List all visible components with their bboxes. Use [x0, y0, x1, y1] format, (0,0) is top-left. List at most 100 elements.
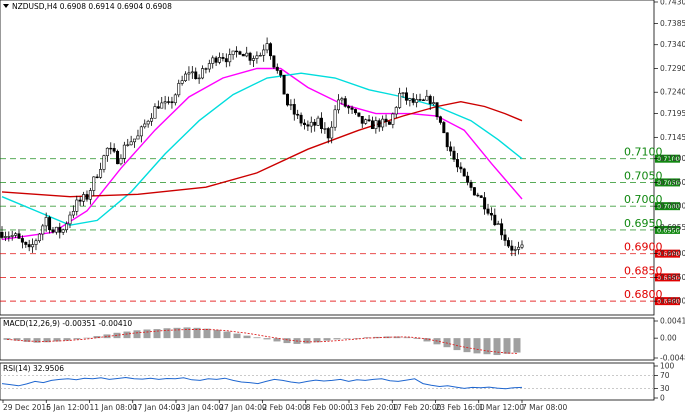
candle-body	[435, 102, 439, 118]
candle-body	[269, 43, 272, 57]
candle-body	[466, 175, 470, 183]
candle-body	[82, 194, 86, 202]
price-axis: 0.7430 0.7385 0.7340 0.7290 0.7240 0.7195 0.71…	[654, 0, 685, 306]
candle-body	[517, 246, 521, 250]
candle-body	[187, 72, 191, 75]
candle-body	[432, 102, 436, 105]
candle-body	[204, 68, 208, 70]
candle-body	[126, 144, 130, 146]
candle-body	[136, 135, 140, 140]
macd-bar	[263, 338, 271, 340]
candle-body	[156, 106, 160, 109]
candle-body	[92, 176, 96, 191]
candle-body	[139, 126, 143, 137]
x-tick-label: 8 Feb 00:00	[306, 403, 351, 412]
moving-average-line	[1, 67, 523, 241]
candle-body	[65, 223, 69, 231]
macd-tick-label: 0.00	[660, 334, 677, 343]
candle-body	[469, 182, 473, 188]
candle-body	[194, 71, 198, 80]
rsi-line-layer	[0, 375, 654, 390]
macd-bar	[13, 338, 21, 341]
candle-body	[197, 77, 201, 80]
candle-body	[10, 235, 14, 237]
candle-body	[37, 233, 41, 242]
x-tick-label: 7 Mar 08:00	[522, 403, 568, 412]
candle-body	[374, 120, 378, 129]
macd-title: MACD(12,26,9) -0.00351 -0.00410	[3, 319, 132, 328]
x-tick-label: 5 Jan 12:00	[46, 403, 89, 412]
candle-body	[500, 223, 504, 236]
y-tick-label: 0.7430	[660, 0, 685, 7]
candle-body	[347, 106, 351, 109]
candle-body	[112, 148, 116, 152]
menu-triangle-icon[interactable]	[3, 4, 9, 8]
level-label: 0.6800	[624, 288, 663, 301]
candles-layer	[0, 37, 524, 257]
candle-body	[364, 119, 368, 124]
candle-body	[3, 236, 7, 238]
candle-body	[31, 244, 35, 248]
candle-body	[503, 234, 507, 241]
candle-body	[190, 71, 194, 74]
level-label: 0.6900	[624, 241, 663, 254]
macd-bar	[93, 336, 101, 339]
candle-body	[336, 99, 340, 111]
rsi-tick-label: 70	[660, 371, 670, 380]
candle-body	[449, 146, 453, 152]
macd-bar	[53, 338, 61, 342]
candle-body	[265, 43, 269, 51]
candle-body	[421, 99, 425, 101]
candle-body	[99, 169, 103, 178]
candle-body	[489, 213, 493, 216]
x-tick-label: 17 Jan 04:00	[133, 403, 181, 412]
candle-body	[51, 229, 55, 233]
y-tick-label: 0.7340	[660, 40, 685, 49]
candle-body	[360, 116, 364, 124]
level-tag	[655, 273, 680, 282]
macd-bar	[183, 327, 191, 339]
candle-body	[262, 49, 266, 56]
level-label: 0.6950	[624, 217, 663, 230]
macd-bar	[243, 335, 251, 339]
macd-bar	[273, 338, 281, 342]
candle-body	[391, 113, 395, 125]
macd-bar	[143, 329, 151, 339]
candle-body	[228, 54, 232, 63]
candle-body	[275, 66, 279, 71]
candle-body	[350, 107, 354, 110]
candle-body	[445, 132, 449, 148]
moving-average-line	[1, 100, 523, 198]
candle-body	[462, 168, 466, 177]
candle-body	[401, 92, 405, 94]
macd-bar	[423, 338, 431, 342]
candle-body	[496, 223, 500, 226]
macd-bar	[513, 338, 521, 353]
candle-body	[319, 117, 323, 129]
candle-body	[408, 98, 412, 101]
candle-body	[221, 57, 225, 59]
candle-body	[214, 57, 218, 63]
macd-bar	[193, 327, 201, 339]
candle-body	[170, 101, 174, 104]
candle-body	[231, 50, 235, 55]
y-tick-label: 0.7100	[660, 154, 685, 163]
candle-body	[150, 117, 154, 122]
candle-body	[381, 118, 385, 128]
candle-body	[479, 195, 483, 198]
rsi-line	[1, 376, 523, 390]
candle-body	[133, 138, 137, 143]
candle-body	[109, 147, 113, 150]
candle-body	[483, 197, 487, 210]
macd-bar	[163, 328, 171, 339]
candle-body	[58, 226, 62, 233]
level-tag-text: 0.6800	[657, 298, 680, 306]
level-tag	[655, 225, 680, 234]
macd-bar	[483, 338, 491, 355]
macd-bar	[283, 338, 291, 344]
x-tick-label: 23 Jan 04:00	[176, 403, 224, 412]
macd-bar	[203, 328, 211, 339]
y-tick-label: 0.6850	[660, 273, 685, 282]
candle-body	[520, 244, 524, 248]
